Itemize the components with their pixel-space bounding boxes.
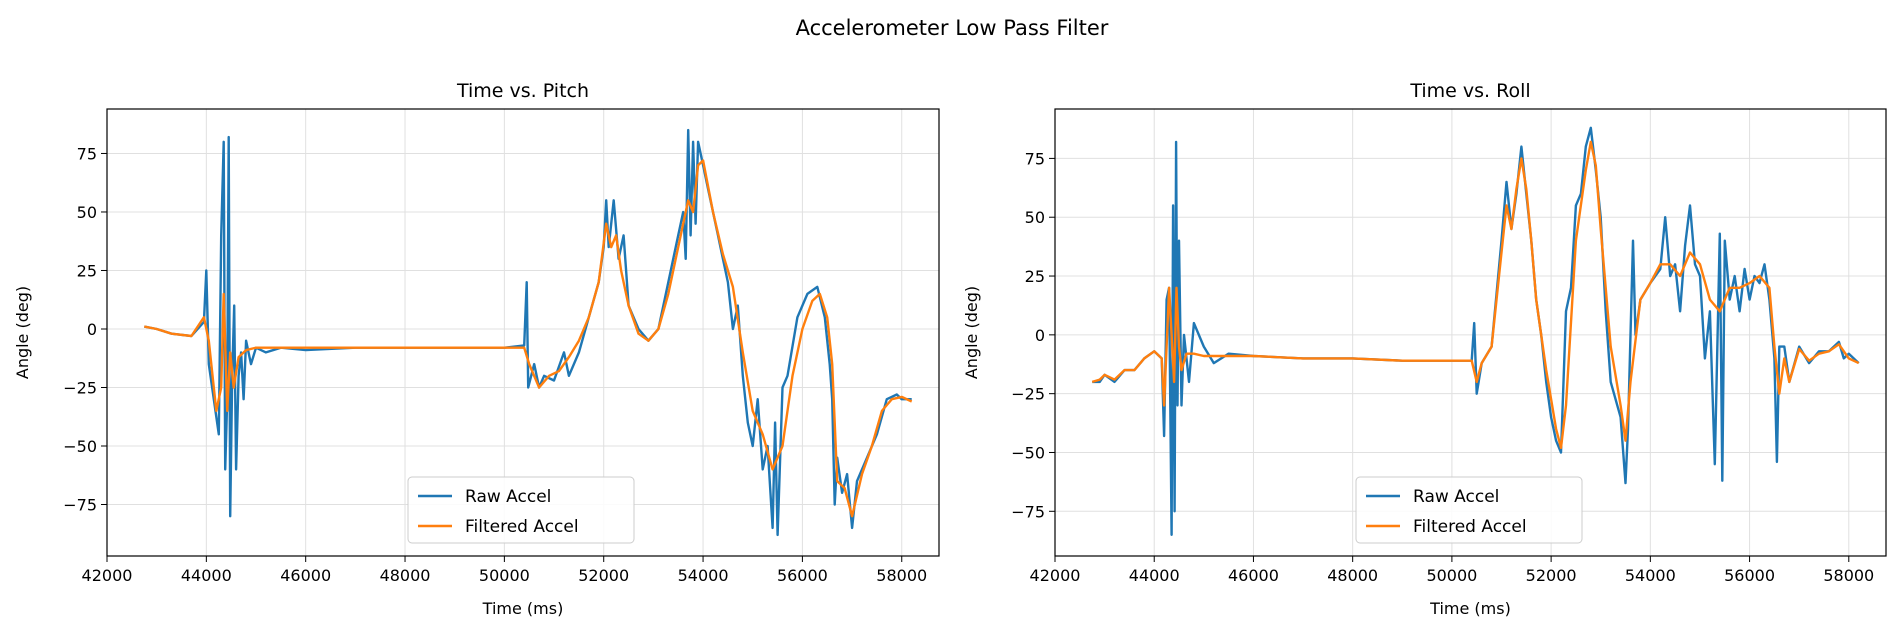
y-tick-label: −50: [1011, 443, 1045, 462]
y-tick-label: 0: [87, 320, 97, 339]
y-tick-label: 25: [1025, 267, 1045, 286]
x-tick-label: 56000: [1724, 566, 1775, 585]
x-tick-label: 42000: [82, 566, 133, 585]
roll-subplot: 42000 44000 46000 48000 50000 52000 54000 56000…: [962, 80, 1887, 618]
y-axis-label: Angle (deg): [13, 286, 32, 379]
x-tick-label: 48000: [1327, 566, 1378, 585]
x-tick-label: 56000: [777, 566, 828, 585]
y-tick-label: −25: [63, 378, 97, 397]
x-tick-label: 50000: [479, 566, 530, 585]
filtered-accel-line: [1091, 140, 1860, 449]
y-tick-label: 50: [1025, 208, 1045, 227]
raw-accel-line: [1092, 126, 1860, 536]
x-tick-label: 46000: [280, 566, 331, 585]
legend: Raw Accel Filtered Accel: [1355, 476, 1583, 544]
subplot-title: Time vs. Roll: [1409, 80, 1530, 102]
x-axis-label: Time (ms): [1429, 599, 1511, 618]
y-tick-label: −50: [63, 437, 97, 456]
axes-frame: [1054, 108, 1887, 557]
y-axis-label: Angle (deg): [962, 286, 981, 379]
y-tick-label: 0: [1035, 326, 1045, 345]
y-tick-label: −75: [1011, 502, 1045, 521]
y-tick-label: −25: [1011, 385, 1045, 404]
legend-box: [1355, 476, 1583, 544]
x-tick-label: 48000: [380, 566, 431, 585]
legend-label: Filtered Accel: [465, 517, 579, 537]
x-tick-label: 52000: [578, 566, 629, 585]
legend-label: Filtered Accel: [1413, 517, 1527, 537]
filtered-accel-line: [144, 159, 913, 518]
legend-label: Raw Accel: [1413, 487, 1499, 507]
figure-suptitle: Accelerometer Low Pass Filter: [796, 16, 1109, 40]
pitch-subplot: 42000 44000 46000 48000 50000 52000 54000 56000…: [13, 80, 940, 618]
x-tick-label: 54000: [1625, 566, 1676, 585]
legend: Raw Accel Filtered Accel: [407, 476, 635, 544]
y-tick-label: 50: [77, 203, 97, 222]
x-tick-label: 44000: [181, 566, 232, 585]
x-tick-label: 58000: [876, 566, 927, 585]
x-tick-label: 42000: [1030, 566, 1081, 585]
legend-box: [407, 476, 635, 544]
y-tick-label: 25: [77, 261, 97, 280]
y-tick-label: −75: [63, 496, 97, 515]
x-tick-label: 58000: [1823, 566, 1874, 585]
subplot-title: Time vs. Pitch: [456, 80, 589, 102]
x-tick-label: 54000: [678, 566, 729, 585]
x-axis-label: Time (ms): [482, 599, 564, 618]
y-tick-label: 75: [77, 144, 97, 163]
y-tick-label: 75: [1025, 149, 1045, 168]
legend-label: Raw Accel: [465, 487, 551, 507]
x-tick-label: 50000: [1426, 566, 1477, 585]
axes-frame: [106, 108, 940, 557]
x-tick-label: 44000: [1129, 566, 1180, 585]
raw-accel-line: [144, 128, 912, 537]
x-tick-label: 46000: [1228, 566, 1279, 585]
x-tick-label: 52000: [1526, 566, 1577, 585]
